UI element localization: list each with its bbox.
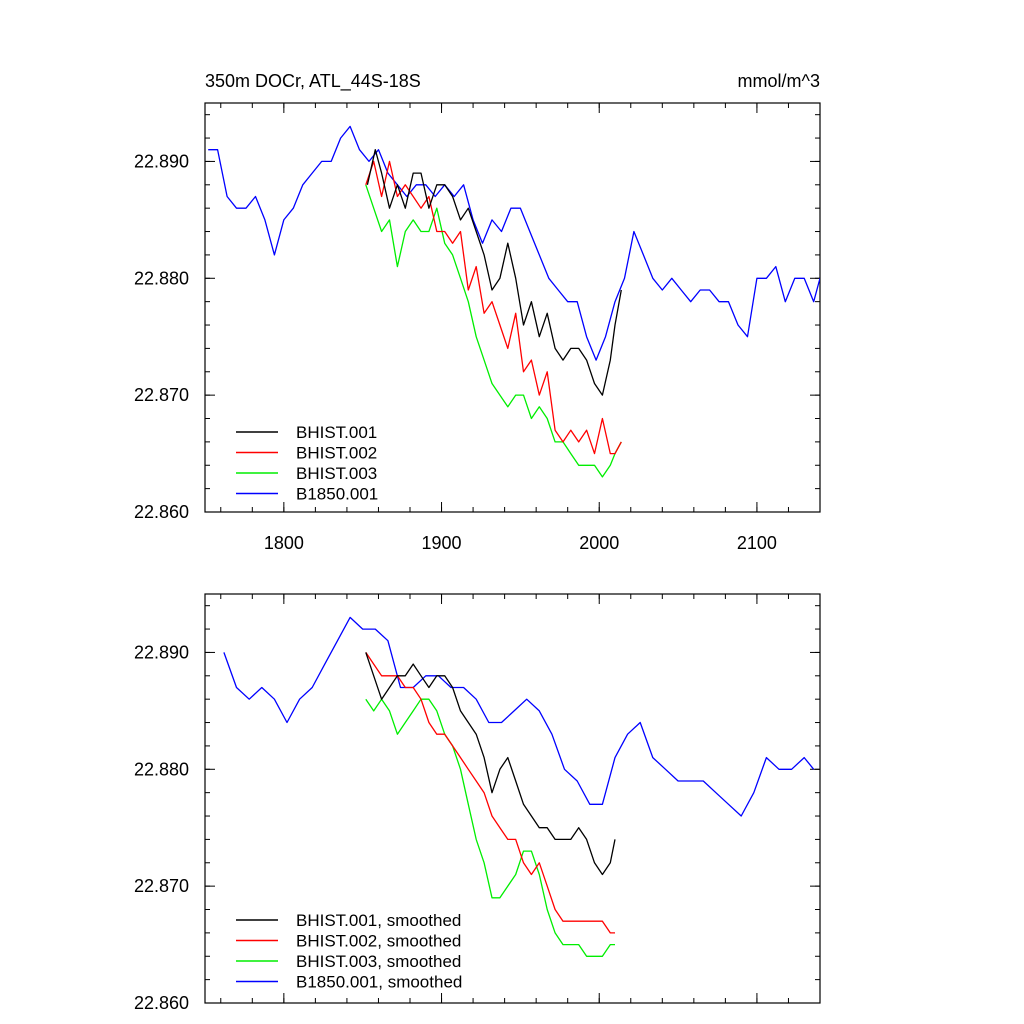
legend-entry: BHIST.003, smoothed: [296, 952, 461, 971]
x-tick-label: 2000: [579, 533, 619, 553]
series-line-b1850-001: [223, 616, 815, 817]
legend-entry: BHIST.002: [296, 444, 377, 463]
units-label: mmol/m^3: [738, 71, 820, 91]
y-tick-label: 22.860: [134, 502, 189, 522]
plot-frame: [204, 102, 821, 513]
legend-entry: B1850.001, smoothed: [296, 973, 462, 992]
plot-frame: [204, 593, 821, 1004]
legend-entry: BHIST.002, smoothed: [296, 932, 461, 951]
series-line-bhist-003: [365, 698, 615, 957]
series-line-bhist-001: [366, 149, 622, 396]
series-line-b1850-001: [208, 125, 820, 361]
x-tick-label: 1800: [264, 533, 304, 553]
top-panel: 22.860 22.870 22.880 22.890 1800 1900 2000 2100…: [134, 71, 821, 553]
series-line-bhist-001: [365, 652, 616, 876]
legend-entry: BHIST.001: [296, 423, 377, 442]
y-tick-label: 22.860: [134, 993, 189, 1013]
x-tick-label: 1900: [422, 533, 462, 553]
y-tick-label: 22.890: [134, 642, 189, 662]
y-tick-label: 22.880: [134, 268, 189, 288]
legend-entry: BHIST.003: [296, 464, 377, 483]
series-line-bhist-002: [365, 652, 615, 934]
legend-entry: BHIST.001, smoothed: [296, 911, 461, 930]
y-tick-label: 22.870: [134, 876, 189, 896]
y-tick-label: 22.890: [134, 151, 189, 171]
y-tick-label: 22.880: [134, 759, 189, 779]
bottom-panel: 22.860 22.870 22.880 22.890 BHIST.001, smoot…: [134, 593, 821, 1013]
legend-entry: B1850.001: [296, 485, 378, 504]
x-tick-label: 2100: [737, 533, 777, 553]
chart-title: 350m DOCr, ATL_44S-18S: [205, 71, 421, 92]
series-line-bhist-003: [365, 184, 622, 478]
y-tick-label: 22.870: [134, 385, 189, 405]
